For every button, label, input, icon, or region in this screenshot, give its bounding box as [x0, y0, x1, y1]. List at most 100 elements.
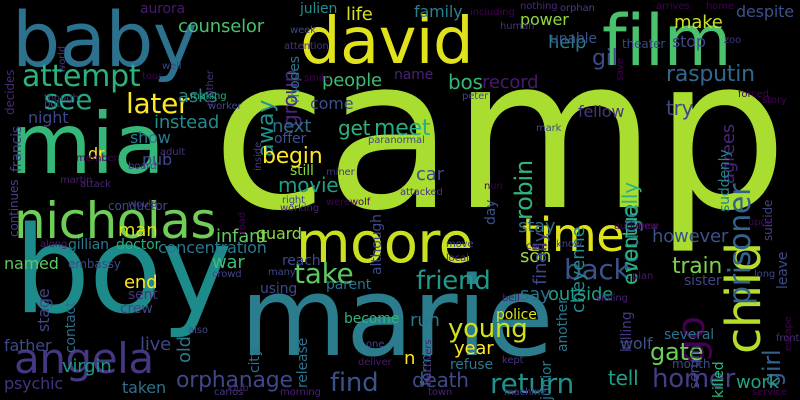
- word-war: war: [212, 252, 245, 273]
- word-member: member: [76, 153, 118, 164]
- word-suddenly: suddenly: [717, 149, 733, 212]
- word-guard: guard: [256, 224, 302, 243]
- word-service: service: [752, 387, 788, 398]
- word-attack: attack: [80, 179, 111, 190]
- word-release: release: [295, 337, 311, 388]
- word-long: long: [754, 269, 776, 280]
- word-would: would: [128, 199, 158, 210]
- word-angela: angela: [14, 334, 154, 383]
- word-contact: contact: [63, 301, 79, 353]
- word-stop: stop: [672, 32, 706, 51]
- word-crew: crew: [120, 301, 153, 317]
- word-time: time: [522, 208, 625, 262]
- word-night: night: [28, 108, 69, 127]
- word-finally: finally: [530, 231, 551, 285]
- word-gil: gil: [592, 46, 618, 71]
- word-run: run: [410, 310, 440, 331]
- word-come: come: [310, 94, 354, 113]
- word-continues: continues: [7, 179, 21, 237]
- word-audience: audience: [614, 221, 659, 232]
- word-live: live: [140, 334, 172, 355]
- word-instead: instead: [154, 112, 220, 133]
- word-killed: killed: [711, 361, 727, 398]
- word-kept: kept: [502, 355, 524, 366]
- word-rasputin: rasputin: [666, 62, 755, 87]
- word-many: many: [268, 267, 296, 278]
- word-help: help: [548, 32, 587, 53]
- word-police: police: [496, 307, 537, 323]
- word-work: work: [736, 372, 779, 393]
- word-nicholas: nicholas: [14, 192, 216, 250]
- word-day: day: [483, 199, 499, 225]
- word-stage: stage: [34, 288, 53, 332]
- word-conductor: conductor: [108, 199, 168, 213]
- word-mia: mia: [10, 95, 165, 193]
- word-unable: unable: [550, 31, 597, 47]
- word-homer: homer: [652, 364, 736, 394]
- word-one: one: [366, 339, 385, 350]
- word-theater: theater: [622, 37, 666, 51]
- word-make: make: [674, 12, 723, 33]
- word-killing: killing: [619, 311, 635, 352]
- word-sent: sent: [128, 287, 158, 303]
- word-paranormal: paranormal: [368, 135, 425, 146]
- word-human: human: [500, 21, 535, 32]
- word-adult: adult: [160, 147, 186, 158]
- word-gillian: gillian: [68, 237, 109, 253]
- word-miner: miner: [326, 167, 355, 178]
- word-see: see: [44, 83, 93, 116]
- word-life: life: [346, 4, 373, 25]
- word-inside: inside: [253, 141, 264, 171]
- word-arrives: arrives: [656, 1, 690, 12]
- word-aurora: aurora: [140, 1, 185, 17]
- word-tell: tell: [608, 366, 639, 390]
- word-care: care: [526, 241, 548, 252]
- word-sibling: sibling: [596, 293, 628, 304]
- word-home: home: [706, 1, 734, 12]
- word-record: record: [482, 72, 539, 93]
- word-take: take: [294, 257, 354, 290]
- word-sister: sister: [684, 273, 722, 289]
- word-outside: outside: [548, 284, 614, 305]
- word-know: know: [556, 239, 583, 250]
- word-concentration: concentration: [158, 238, 267, 257]
- word-become: become: [344, 311, 400, 327]
- word-worker: worker: [208, 101, 242, 112]
- word-carlos: carlos: [214, 387, 244, 398]
- word-movie: movie: [278, 173, 339, 197]
- word-smile: smile: [304, 73, 331, 84]
- word-year: year: [454, 338, 494, 359]
- word-still: still: [290, 163, 314, 179]
- word-mark: mark: [536, 123, 562, 134]
- word-right: right: [282, 195, 305, 206]
- word-eventually: eventually: [618, 182, 642, 285]
- word-francis: francis: [9, 125, 25, 172]
- word-put: put: [44, 99, 61, 110]
- word-car: car: [416, 164, 444, 185]
- word-n: n: [404, 348, 416, 369]
- word-werewolf: werewolf: [326, 197, 371, 208]
- word-wolf: wolf: [620, 334, 653, 353]
- word-father: father: [4, 336, 52, 355]
- word-people: people: [322, 70, 382, 91]
- word-man: man: [118, 220, 158, 241]
- word-young: young: [448, 314, 528, 344]
- word-train: train: [672, 254, 723, 279]
- word-psychic: psychic: [4, 374, 64, 393]
- word-get: get: [338, 116, 371, 140]
- word-zoo: zoo: [724, 35, 742, 46]
- word-working: working: [280, 203, 319, 214]
- word-attacked: attacked: [400, 187, 443, 198]
- word-peter: peter: [462, 91, 489, 102]
- word-morning: morning: [280, 387, 321, 398]
- word-named: named: [4, 254, 59, 273]
- word-old: old: [174, 336, 195, 363]
- word-power: power: [520, 10, 569, 29]
- word-story: story: [762, 95, 787, 106]
- word-orphanage: orphanage: [176, 368, 293, 393]
- word-asks: asks: [178, 86, 218, 107]
- word-julien: julien: [300, 1, 338, 17]
- word-bos: bos: [448, 70, 483, 94]
- word-though: though: [44, 93, 79, 104]
- word-embassy: embassy: [68, 257, 121, 271]
